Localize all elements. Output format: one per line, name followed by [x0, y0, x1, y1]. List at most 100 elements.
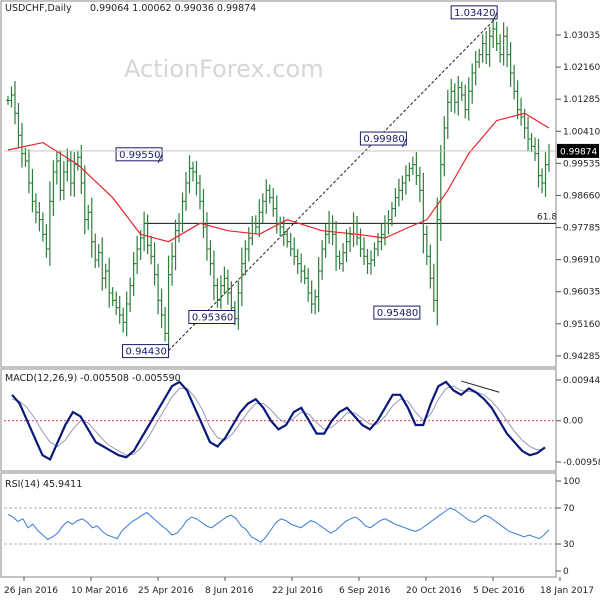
price-bar [124, 291, 129, 337]
rsi-line [7, 507, 550, 543]
price-bar [145, 214, 150, 255]
annotation-label: 0.99980 [363, 134, 404, 145]
x-tick-label: 10 Mar 2016 [71, 586, 128, 596]
price-tick-label: 0.97785 [563, 224, 600, 234]
price-bar [316, 257, 321, 313]
price-bar [355, 215, 360, 246]
price-bar [337, 250, 342, 270]
price-bar [358, 228, 363, 258]
price-bar [421, 172, 426, 254]
price-bar [121, 307, 126, 333]
price-bar [135, 235, 140, 274]
price-bar [309, 280, 314, 314]
price-bar [379, 222, 384, 251]
price-bar [428, 244, 433, 289]
price-bar [536, 138, 541, 188]
annotation-label: 0.95480 [377, 308, 418, 319]
price-bar [362, 237, 367, 266]
price-bar [491, 18, 496, 49]
price-bar [33, 193, 38, 224]
price-bar [452, 83, 457, 114]
x-tick-label: 5 Dec 2016 [473, 586, 525, 596]
price-bar [327, 210, 332, 244]
price-bar [424, 225, 429, 266]
fib-label: 61.8 [537, 212, 557, 222]
price-bar [26, 149, 31, 194]
price-bar [435, 197, 440, 326]
price-bar [128, 277, 133, 313]
price-bar [449, 78, 454, 112]
rsi-panel-frame [0, 472, 557, 578]
price-bar [163, 306, 168, 342]
price-bar [505, 26, 510, 68]
price-bar [341, 243, 346, 272]
price-bar [456, 75, 461, 116]
price-bar [68, 150, 73, 197]
price-bar [515, 80, 520, 120]
price-bar [166, 255, 171, 351]
price-bar [177, 213, 182, 243]
macd-tick-label: -0.009588 [563, 458, 600, 468]
macd-panel-frame [0, 368, 557, 472]
price-bar [152, 242, 157, 286]
price-bar [215, 278, 220, 308]
x-axis: 26 Jan 2016 10 Mar 2016 25 Apr 2016 8 Jun 2… [4, 577, 594, 596]
price-bar [187, 155, 192, 194]
price-bar [288, 232, 293, 257]
price-bar [445, 89, 450, 139]
price-bar [372, 242, 377, 267]
price-bar [365, 249, 370, 274]
price-bar [208, 240, 213, 276]
price-annotation: 0.95360 [188, 309, 236, 324]
price-bar [159, 288, 164, 329]
annotation-leader [401, 138, 407, 148]
price-bar [131, 251, 136, 296]
price-tick-label: 0.99535 [563, 159, 600, 169]
price-bar [442, 116, 447, 177]
price-bar [61, 160, 66, 200]
price-bar [320, 240, 325, 280]
price-bar [47, 181, 52, 266]
price-bar [225, 269, 230, 305]
price-bar [498, 34, 503, 63]
price-tick-label: 1.01285 [563, 95, 600, 105]
price-bar [323, 224, 328, 258]
price-bar [75, 151, 80, 171]
price-bar [89, 197, 94, 258]
price-tick-label: 0.95160 [563, 320, 600, 330]
price-bar [260, 193, 265, 224]
price-bar [295, 249, 300, 274]
price-bar [190, 161, 195, 182]
price-bar [58, 150, 63, 201]
macd-divergence-line [461, 380, 500, 393]
rsi-tick-label: 0 [563, 567, 569, 577]
price-bar [400, 175, 405, 201]
price-bar [431, 263, 436, 313]
price-bar [250, 215, 255, 246]
rsi-tick-label: 100 [563, 477, 580, 487]
price-bar [257, 199, 262, 238]
price-bar [184, 171, 189, 211]
price-bar [82, 165, 87, 235]
price-bar [267, 184, 272, 204]
price-tick-label: 0.94285 [563, 352, 600, 362]
price-bar [197, 174, 202, 210]
price-bar [526, 116, 531, 152]
x-tick-label: 26 Jan 2016 [4, 586, 58, 596]
annotation-leader [157, 154, 163, 164]
price-bar [494, 21, 499, 51]
price-bar [51, 160, 56, 216]
chart-header-ohlc: 0.99064 1.00062 0.99036 0.99874 [90, 3, 256, 14]
price-bar [222, 266, 227, 295]
price-bar [117, 295, 122, 324]
price-bar [30, 169, 35, 213]
trendline [168, 20, 494, 351]
macd-signal-line [11, 385, 546, 456]
annotation-label: 1.03420 [454, 8, 495, 19]
last-price-marker: 0.99874 [4, 143, 599, 158]
sma-line [7, 112, 550, 243]
rsi-tick-label: 70 [563, 504, 575, 514]
price-bar [86, 204, 91, 230]
